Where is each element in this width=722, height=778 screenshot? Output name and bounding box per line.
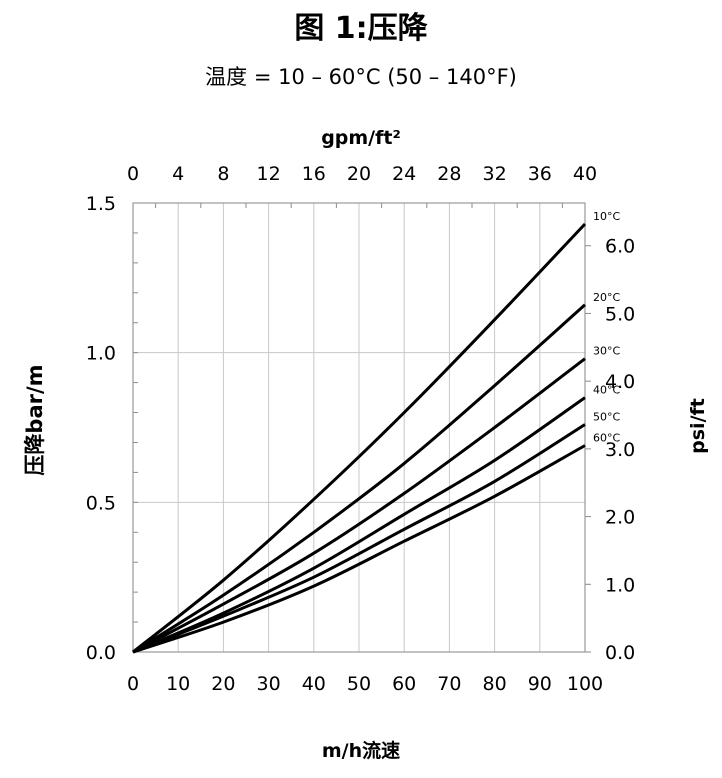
x2-tick-label: 36 xyxy=(528,163,552,185)
x2-tick-label: 0 xyxy=(127,163,139,185)
chart-title: 图 1:压降 xyxy=(294,11,428,46)
x2-tick-label: 4 xyxy=(172,163,184,185)
y2-tick-label: 0.0 xyxy=(605,642,635,664)
top-axis-title: gpm/ft² xyxy=(321,127,401,149)
y-tick-label: 0.0 xyxy=(86,642,116,664)
y2-tick-label: 4.0 xyxy=(605,371,635,393)
left-axis-title: 压降bar/m xyxy=(23,364,47,475)
plot-frame xyxy=(132,202,586,653)
tick-labels: 0 10 20 30 40 50 60 70 80 90 100 0 4 8 12 16 20 24 28 32 36 4… xyxy=(86,163,635,695)
series-line-0 xyxy=(132,222,587,654)
series-labels: 10°C 20°C 30°C 40°C 50°C 60°C xyxy=(593,210,620,445)
series-label: 30°C xyxy=(593,345,620,358)
x2-tick-label: 16 xyxy=(302,163,326,185)
series-line-3 xyxy=(132,396,586,654)
y2-tick-label: 3.0 xyxy=(605,439,635,461)
series-label: 10°C xyxy=(593,210,620,223)
x2-tick-label: 28 xyxy=(437,163,461,185)
series-line-5 xyxy=(132,444,586,654)
y2-tick-label: 1.0 xyxy=(605,574,635,596)
x-tick-label: 30 xyxy=(257,673,281,695)
x2-tick-label: 20 xyxy=(347,163,371,185)
chart-subtitle: 温度 = 10 – 60°C (50 – 140°F) xyxy=(205,65,517,89)
minor-ticks xyxy=(133,203,591,653)
x-tick-label: 60 xyxy=(392,673,416,695)
x-tick-label: 80 xyxy=(483,673,507,695)
right-axis-title: psi/ft xyxy=(687,398,709,454)
series-label: 50°C xyxy=(593,411,620,424)
x-tick-label: 0 xyxy=(127,673,139,695)
x-tick-label: 20 xyxy=(211,673,235,695)
series-label: 20°C xyxy=(593,291,620,304)
x2-tick-label: 32 xyxy=(483,163,507,185)
y-tick-label: 0.5 xyxy=(86,492,116,514)
y2-tick-label: 2.0 xyxy=(605,507,635,529)
series-label: 40°C xyxy=(593,384,620,397)
series-label: 60°C xyxy=(593,431,620,444)
x-tick-label: 50 xyxy=(347,673,371,695)
y-tick-label: 1.5 xyxy=(86,193,116,215)
x-tick-label: 10 xyxy=(166,673,190,695)
series-lines xyxy=(132,222,587,654)
x-tick-label: 70 xyxy=(437,673,461,695)
x2-tick-label: 8 xyxy=(217,163,229,185)
series-line-4 xyxy=(132,423,586,654)
grid xyxy=(132,202,586,653)
x2-tick-label: 40 xyxy=(573,163,597,185)
series-line-2 xyxy=(132,357,586,654)
series-line-1 xyxy=(132,303,586,654)
y-tick-label: 1.0 xyxy=(86,343,116,365)
y2-tick-label: 5.0 xyxy=(605,303,635,325)
x2-tick-label: 12 xyxy=(257,163,281,185)
x-tick-label: 100 xyxy=(567,673,603,695)
x2-tick-label: 24 xyxy=(392,163,416,185)
y2-tick-label: 6.0 xyxy=(605,236,635,258)
bottom-axis-title: m/h流速 xyxy=(322,739,400,762)
x-tick-label: 40 xyxy=(302,673,326,695)
x-tick-label: 90 xyxy=(528,673,552,695)
